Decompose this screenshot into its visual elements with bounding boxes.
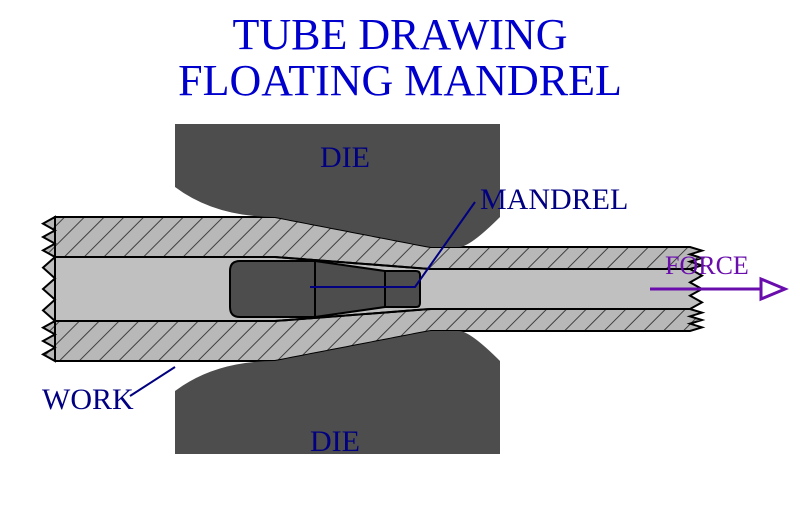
label-die_bottom: DIE (310, 425, 360, 458)
leader-work (130, 367, 175, 396)
title-line-2: FLOATING MANDREL (0, 58, 800, 104)
label-force: FORCE (665, 251, 749, 280)
label-work: WORK (42, 383, 134, 416)
tube-drawing-diagram: DIE DIE MANDREL WORK FORCE (0, 104, 800, 514)
title-line-1: TUBE DRAWING (0, 12, 800, 58)
label-mandrel: MANDREL (480, 183, 628, 216)
label-die_top: DIE (320, 141, 370, 174)
